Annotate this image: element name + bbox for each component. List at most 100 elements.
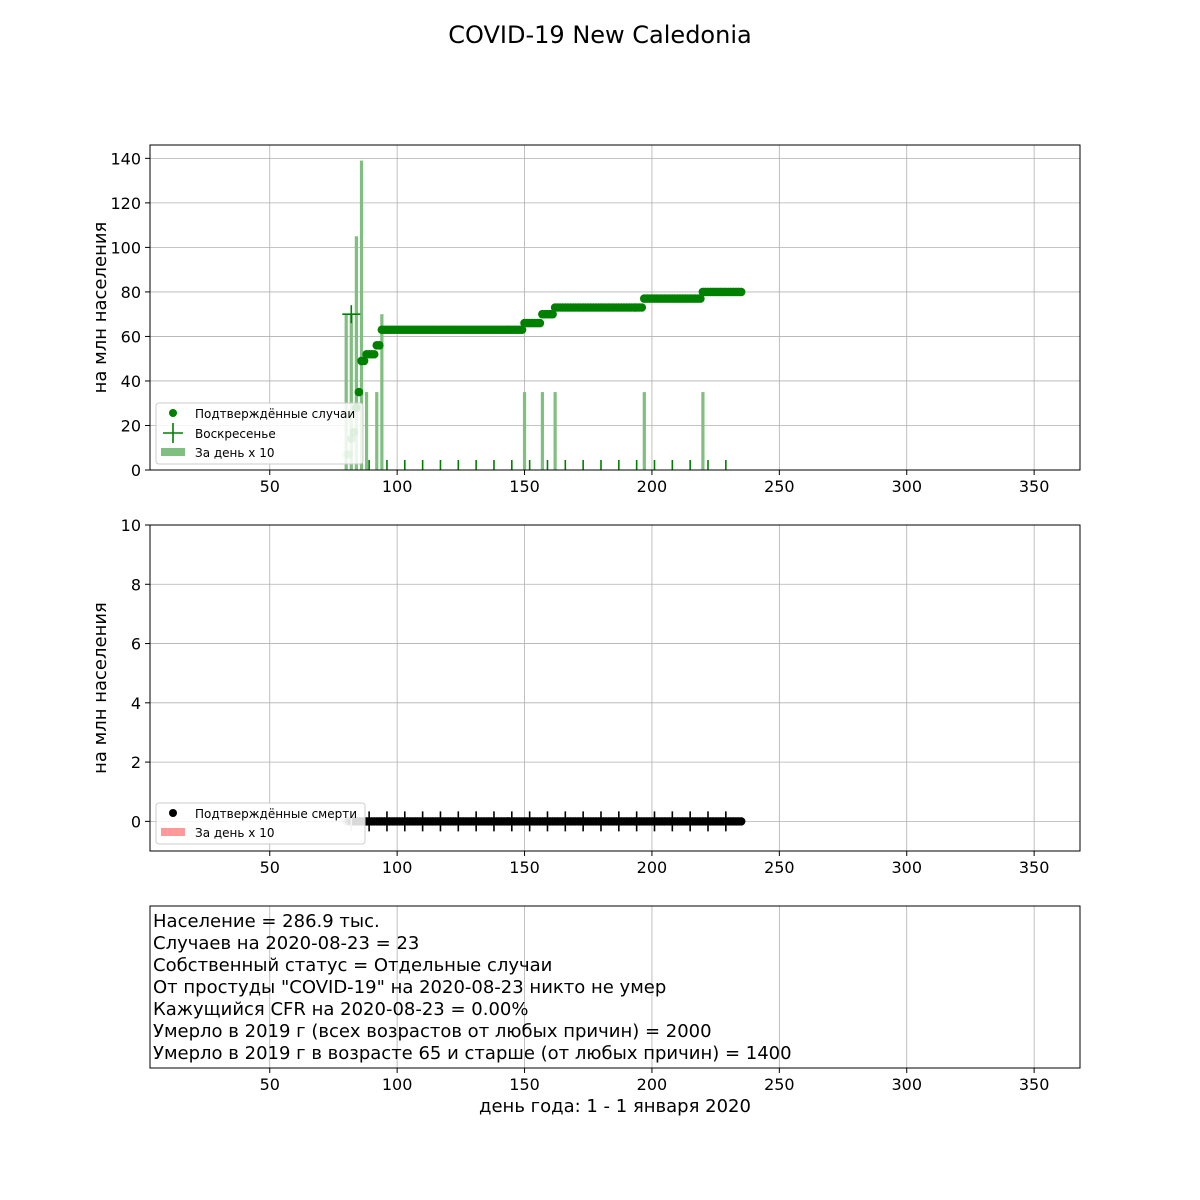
y-tick-label: 60 <box>121 327 141 346</box>
y-tick-label: 120 <box>110 194 141 213</box>
confirmed-cases-point <box>696 294 705 303</box>
y-tick-label: 80 <box>121 283 141 302</box>
legend-label-daily-deaths: За день x 10 <box>195 826 274 840</box>
cases-y-axis-label: на млн населения <box>90 222 111 394</box>
x-tick-label: 100 <box>382 1075 413 1094</box>
deaths-axes-frame <box>149 524 1081 852</box>
daily-cases-bar <box>701 392 705 470</box>
daily-cases-bar <box>522 392 527 470</box>
x-tick-label: 250 <box>764 477 795 496</box>
confirmed-cases-point <box>548 309 557 319</box>
deaths-grid <box>150 524 1080 851</box>
y-tick-label: 10 <box>121 516 141 535</box>
confirmed-cases-point <box>369 349 379 359</box>
x-tick-label: 300 <box>891 1075 922 1094</box>
x-tick-label: 150 <box>509 1075 540 1094</box>
x-tick-label: 150 <box>509 858 540 877</box>
deaths-y-axis-label: на млн населения <box>90 602 111 774</box>
daily-cases-bar <box>354 236 358 470</box>
chart-title: COVID-19 New Caledonia <box>448 21 751 49</box>
info-line: Случаев на 2020-08-23 = 23 <box>153 933 419 954</box>
cases-sunday-markers <box>342 305 727 470</box>
y-tick-label: 6 <box>131 635 141 654</box>
x-tick-label: 250 <box>764 858 795 877</box>
y-tick-label: 40 <box>121 372 141 391</box>
legend-marker-daily-cases <box>161 448 185 456</box>
info-line: Умерло в 2019 г в возрасте 65 и старше (… <box>153 1043 792 1064</box>
cases-panel: 50 100 150 200 250 300 350 0 20 40 60 80 100 120 140 н… <box>90 144 1081 496</box>
cases-legend: Подтверждённые случаи Воскресенье За ден… <box>155 402 364 465</box>
y-tick-label: 4 <box>131 694 141 713</box>
legend-label-daily-cases: За день x 10 <box>195 446 274 460</box>
x-tick-label: 100 <box>382 477 413 496</box>
daily-cases-bar <box>642 392 646 470</box>
x-axis-label: день года: 1 - 1 января 2020 <box>479 1096 751 1117</box>
info-panel: Население = 286.9 тыс. Случаев на 2020-0… <box>149 905 1081 1117</box>
legend-marker-daily-deaths <box>161 828 185 836</box>
x-tick-label: 50 <box>260 1075 280 1094</box>
deaths-tick-labels: 50 100 150 200 250 300 350 0 2 4 6 8 10 <box>121 516 1050 877</box>
y-tick-label: 0 <box>131 461 141 480</box>
x-tick-label: 350 <box>1019 477 1050 496</box>
daily-cases-bar <box>375 392 379 470</box>
y-tick-label: 140 <box>110 149 141 168</box>
legend-plus <box>163 423 183 443</box>
x-tick-label: 200 <box>637 477 668 496</box>
info-line: Собственный статус = Отдельные случаи <box>153 955 552 976</box>
x-tick-label: 200 <box>637 858 668 877</box>
x-tick-label: 150 <box>509 477 540 496</box>
info-line: Население = 286.9 тыс. <box>153 911 380 932</box>
legend-marker-confirmed-deaths <box>169 809 177 817</box>
legend-marker-confirmed-cases <box>169 409 177 417</box>
confirmed-cases-point <box>375 341 384 350</box>
legend-label-confirmed-deaths: Подтверждённые смерти <box>195 807 357 821</box>
legend-marker-sunday <box>163 423 183 443</box>
deaths-sunday-markers <box>350 811 727 832</box>
daily-cases-bar <box>553 392 557 470</box>
x-tick-label: 50 <box>260 477 280 496</box>
daily-cases-bar <box>344 314 348 470</box>
info-axes-frame <box>149 905 1081 1069</box>
confirmed-cases-point <box>535 318 545 328</box>
legend-label-confirmed-cases: Подтверждённые случаи <box>195 407 355 421</box>
x-tick-label: 50 <box>260 858 280 877</box>
daily-cases-bar <box>349 314 353 470</box>
cases-legend-box <box>155 402 364 465</box>
confirmed-cases-point <box>637 303 647 312</box>
y-tick-label: 2 <box>131 753 141 772</box>
cases-daily-bars <box>344 160 705 470</box>
confirmed-cases-point <box>736 287 746 297</box>
cases-axes-frame <box>149 144 1081 471</box>
x-tick-label: 350 <box>1019 1075 1050 1094</box>
legend-label-sunday: Воскресенье <box>195 427 276 441</box>
info-text-lines: Население = 286.9 тыс. Случаев на 2020-0… <box>153 911 792 1064</box>
cases-tick-labels: 50 100 150 200 250 300 350 0 20 40 60 80 100 120 140 <box>110 149 1049 496</box>
x-tick-label: 300 <box>891 477 922 496</box>
daily-cases-bar <box>359 160 364 470</box>
sunday-marker <box>342 305 361 324</box>
y-tick-label: 0 <box>131 812 141 831</box>
deaths-legend: Подтверждённые смерти За день x 10 <box>155 802 366 845</box>
daily-cases-bar <box>364 392 369 470</box>
deaths-points <box>341 817 746 826</box>
confirmed-cases-point <box>359 356 369 366</box>
x-tick-label: 100 <box>382 858 413 877</box>
y-tick-label: 8 <box>131 575 141 594</box>
info-grid <box>269 906 1035 1068</box>
info-line: От простуды "COVID-19" на 2020-08-23 ник… <box>153 977 666 998</box>
deaths-legend-box <box>155 802 366 845</box>
daily-cases-bar <box>540 392 544 470</box>
info-line: Кажущийся CFR на 2020-08-23 = 0.00% <box>153 999 528 1020</box>
confirmed-deaths-point <box>736 817 746 826</box>
cases-points <box>341 287 746 459</box>
x-tick-label: 250 <box>764 1075 795 1094</box>
y-tick-label: 100 <box>110 238 141 257</box>
deaths-panel: 50 100 150 200 250 300 350 0 2 4 6 8 10 на млн насел… <box>90 516 1081 877</box>
x-tick-label: 350 <box>1019 858 1050 877</box>
info-x-tick-labels: 50 100 150 200 250 300 350 <box>260 1068 1050 1094</box>
cases-grid <box>150 145 1080 471</box>
x-tick-label: 300 <box>891 858 922 877</box>
x-tick-label: 200 <box>637 1075 668 1094</box>
confirmed-cases-point <box>517 325 527 335</box>
